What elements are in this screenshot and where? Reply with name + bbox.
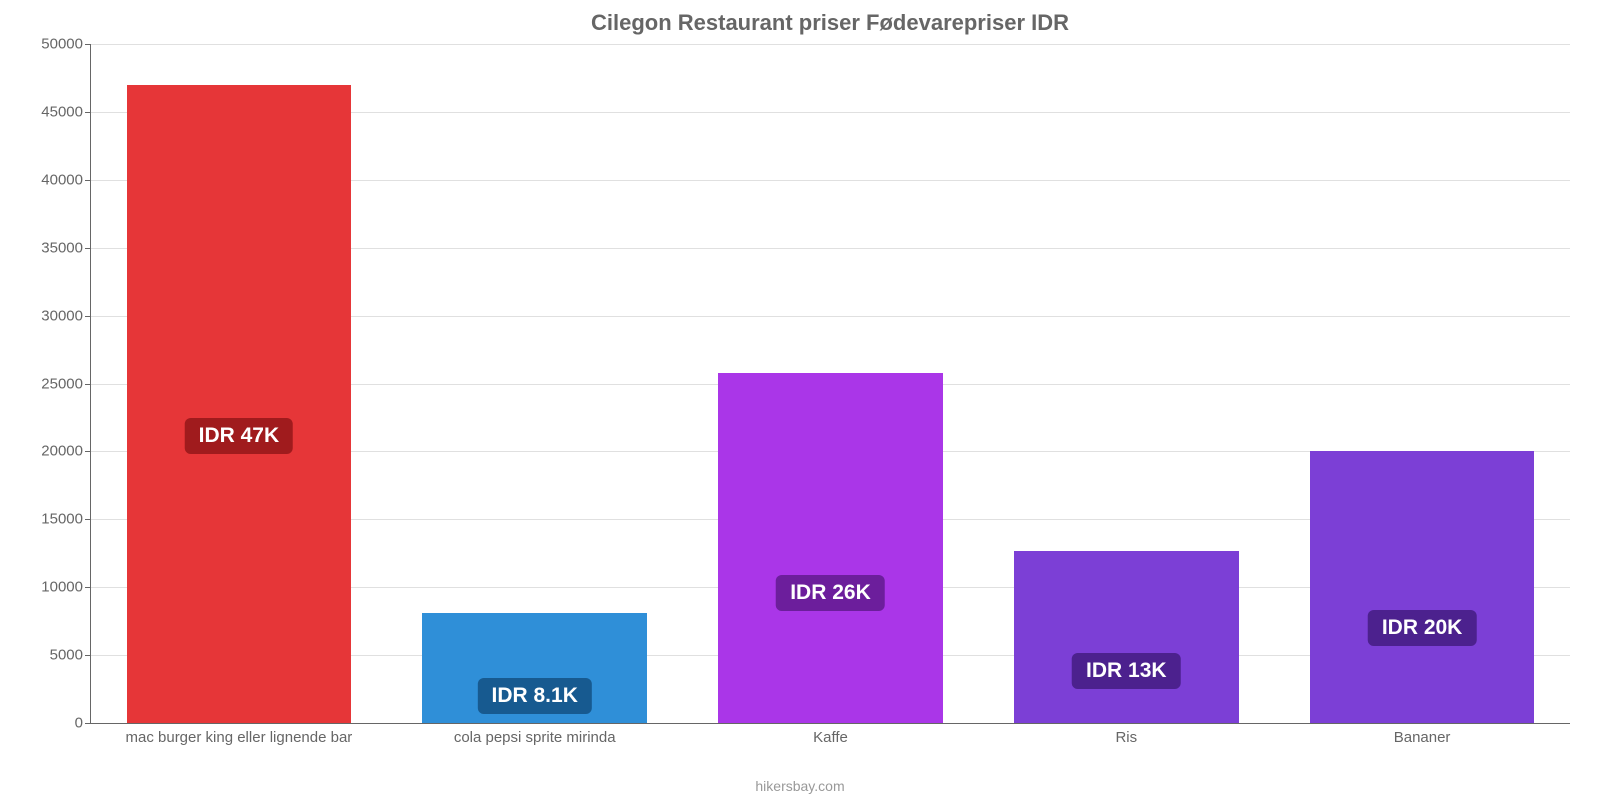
bar: IDR 20K <box>1310 451 1535 723</box>
bar-slot: IDR 26K <box>683 44 979 723</box>
plot-area: IDR 47KIDR 8.1KIDR 26KIDR 13KIDR 20K mac… <box>90 44 1570 724</box>
x-axis-label: cola pepsi sprite mirinda <box>387 729 683 746</box>
y-tick-label: 20000 <box>41 443 91 460</box>
x-axis-label: mac burger king eller lignende bar <box>91 729 387 746</box>
y-tick-label: 30000 <box>41 307 91 324</box>
bar-slot: IDR 13K <box>978 44 1274 723</box>
bar-slot: IDR 8.1K <box>387 44 683 723</box>
bar-slot: IDR 20K <box>1274 44 1570 723</box>
y-tick-label: 35000 <box>41 239 91 256</box>
y-tick-label: 25000 <box>41 375 91 392</box>
bar: IDR 26K <box>718 373 943 723</box>
bar-value-badge: IDR 13K <box>1072 653 1181 689</box>
bar-slot: IDR 47K <box>91 44 387 723</box>
x-axis-label: Kaffe <box>683 729 979 746</box>
x-axis-label: Ris <box>978 729 1274 746</box>
y-tick-label: 15000 <box>41 511 91 528</box>
bar-value-badge: IDR 47K <box>185 418 294 454</box>
x-axis-labels: mac burger king eller lignende barcola p… <box>91 723 1570 746</box>
bar: IDR 8.1K <box>422 613 647 723</box>
y-tick-label: 45000 <box>41 103 91 120</box>
bar: IDR 13K <box>1014 551 1239 723</box>
chart-title: Cilegon Restaurant priser Fødevarepriser… <box>90 10 1570 36</box>
bars-row: IDR 47K IDR 8.1K IDR 26K IDR 13K IDR 20K <box>91 44 1570 723</box>
y-tick-mark <box>85 723 91 724</box>
x-axis-label: Bananer <box>1274 729 1570 746</box>
chart-container: Cilegon Restaurant priser Fødevarepriser… <box>0 0 1600 800</box>
y-tick-label: 40000 <box>41 171 91 188</box>
bar-value-badge: IDR 26K <box>776 575 885 611</box>
attribution-text: hikersbay.com <box>755 778 844 794</box>
bar-value-badge: IDR 20K <box>1368 610 1477 646</box>
y-tick-label: 50000 <box>41 36 91 53</box>
bar: IDR 47K <box>127 85 352 723</box>
bar-value-badge: IDR 8.1K <box>478 678 592 714</box>
y-tick-label: 10000 <box>41 579 91 596</box>
